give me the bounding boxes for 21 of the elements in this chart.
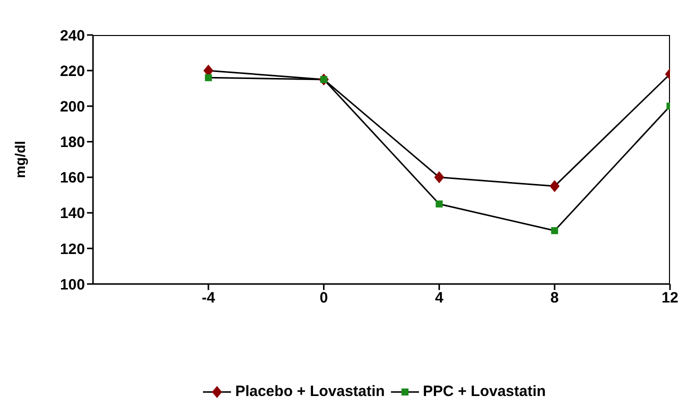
point	[550, 180, 560, 192]
y-tick-label: 180	[60, 134, 85, 152]
y-tick-label: 200	[60, 98, 85, 116]
x-tick-label: 8	[550, 290, 559, 307]
y-tick-label: 240	[60, 27, 85, 44]
legend-label: PPC + Lovastatin	[422, 383, 546, 400]
y-axis-title: mg/dl	[12, 140, 28, 178]
point	[204, 74, 212, 82]
point	[436, 200, 443, 208]
x-tick-label: 12	[662, 290, 678, 307]
x-tick-label: -4	[202, 290, 216, 307]
y-tick-label: 140	[60, 205, 85, 222]
y-tick-label: 120	[60, 240, 85, 258]
x-tick-label: 0	[320, 290, 328, 307]
point	[551, 227, 558, 234]
y-tick-label: 220	[60, 62, 85, 80]
point	[434, 171, 444, 184]
x-tick-label: 4	[435, 290, 444, 307]
legend-label: Placebo + Lovastatin	[234, 383, 385, 400]
y-tick-label: 160	[60, 170, 85, 187]
y-tick-label: 100	[60, 276, 85, 294]
